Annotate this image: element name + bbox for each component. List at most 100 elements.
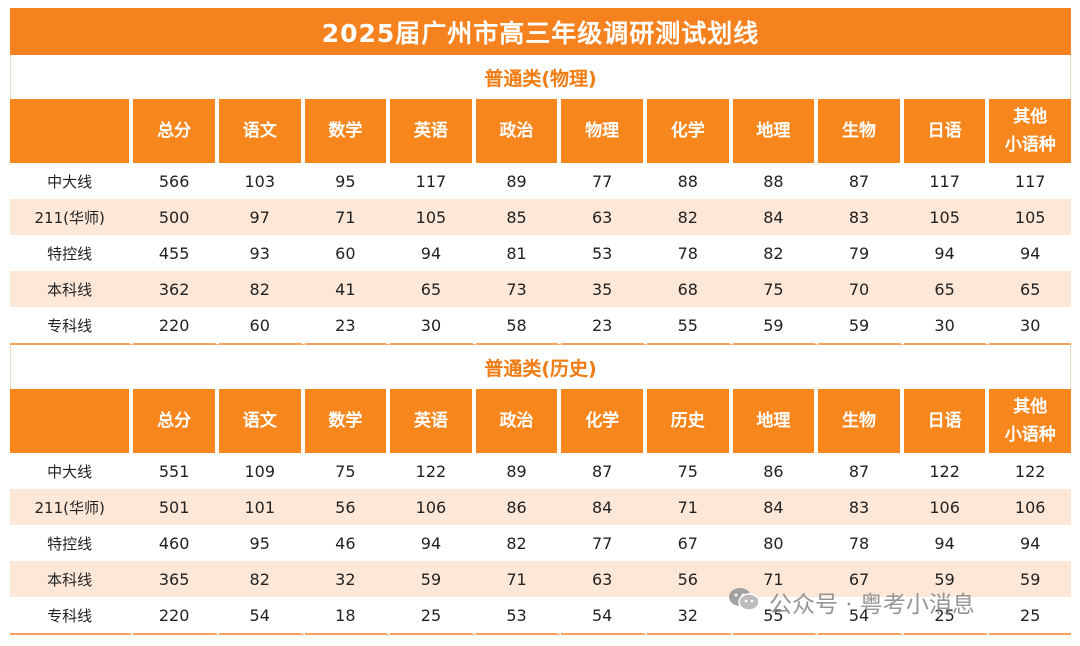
score-cell: 23	[304, 307, 391, 345]
column-header-text: 其他	[1013, 107, 1048, 127]
score-cell: 117	[989, 163, 1071, 199]
column-header-text: 其他	[1013, 397, 1048, 417]
watermark: 公众号 · 粤考小消息	[727, 585, 975, 619]
score-cell: 105	[903, 199, 990, 235]
score-cell: 84	[732, 199, 819, 235]
score-cell: 71	[646, 489, 733, 525]
score-cell: 65	[390, 271, 476, 307]
score-cell: 94	[989, 525, 1071, 561]
table-row: 特控线 460 95 46 94 82 77 67 80 78 94 94	[10, 525, 1071, 561]
score-cell: 220	[133, 307, 219, 345]
column-header-text: 数学	[328, 121, 363, 141]
score-cell: 87	[818, 453, 904, 489]
row-label: 特控线	[10, 235, 134, 271]
score-cell: 89	[475, 453, 562, 489]
column-header-text: 小语种	[1004, 135, 1056, 155]
score-cell: 54	[561, 597, 647, 635]
score-cell: 81	[475, 235, 562, 271]
table-row: 211(华师) 501 101 56 106 86 84 71 84 83 106 106	[10, 489, 1071, 525]
score-cell: 106	[390, 489, 476, 525]
score-cell: 71	[304, 199, 391, 235]
column-header-text: 化学	[585, 411, 620, 431]
column-header-text: 日语	[927, 411, 962, 431]
column-header-text: 英语	[413, 411, 448, 431]
page-title: 2025届广州市高三年级调研测试划线	[10, 8, 1071, 55]
column-header: 物理	[561, 99, 647, 163]
score-cell: 59	[390, 561, 476, 597]
score-cell: 70	[818, 271, 904, 307]
score-cell: 86	[732, 453, 819, 489]
score-cell: 32	[304, 561, 391, 597]
column-header-text: 历史	[670, 411, 705, 431]
column-header-text: 日语	[927, 121, 962, 141]
score-cell: 94	[903, 525, 990, 561]
header-corner	[10, 99, 134, 163]
score-cell: 18	[304, 597, 391, 635]
column-header-text: 英语	[413, 121, 448, 141]
section-physics: 普通类(物理) 总分 语文 数学 英语 政治 物理 化学 地理 生物 日语 其他 小语种 中大线 566…	[10, 55, 1071, 345]
table-row: 特控线 455 93 60 94 81 53 78 82 79 94 94	[10, 235, 1071, 271]
column-header: 总分	[133, 389, 219, 453]
column-header: 数学	[304, 389, 391, 453]
score-cell: 82	[218, 271, 305, 307]
score-cell: 105	[390, 199, 476, 235]
score-cell: 65	[903, 271, 990, 307]
score-cell: 77	[561, 525, 647, 561]
score-line-sheet: 2025届广州市高三年级调研测试划线 普通类(物理) 总分 语文 数学 英语 政治 物理化…	[10, 8, 1071, 635]
score-cell: 117	[903, 163, 990, 199]
score-table-history: 总分 语文 数学 英语 政治 化学 历史 地理 生物 日语 其他 小语种 中大线 551 109 75 122…	[10, 389, 1071, 635]
column-header-text: 数学	[328, 411, 363, 431]
column-header-text: 总分	[157, 121, 192, 141]
score-cell: 551	[133, 453, 219, 489]
score-cell: 106	[903, 489, 990, 525]
header-corner	[10, 389, 134, 453]
score-cell: 75	[732, 271, 819, 307]
score-cell: 25	[903, 597, 990, 635]
score-cell: 54	[218, 597, 305, 635]
score-cell: 56	[646, 561, 733, 597]
section-title-physics: 普通类(物理)	[10, 55, 1071, 99]
table-row: 本科线 365 82 32 59 71 63 56 71 67 59 59	[10, 561, 1071, 597]
score-cell: 87	[818, 163, 904, 199]
score-cell: 94	[903, 235, 990, 271]
score-cell: 88	[646, 163, 733, 199]
column-header: 语文	[218, 99, 305, 163]
table-row: 中大线 551 109 75 122 89 87 75 86 87 122 122	[10, 453, 1071, 489]
score-cell: 85	[475, 199, 562, 235]
score-cell: 54	[818, 597, 904, 635]
score-cell: 35	[561, 271, 647, 307]
column-header: 政治	[475, 389, 562, 453]
row-label: 本科线	[10, 271, 134, 307]
column-header: 其他 小语种	[989, 389, 1071, 453]
table-row: 专科线 220 54 18 25 53 54 32 55 54 25 25	[10, 597, 1071, 635]
score-cell: 101	[218, 489, 305, 525]
score-cell: 105	[989, 199, 1071, 235]
row-label: 本科线	[10, 561, 134, 597]
column-header-text: 政治	[499, 121, 534, 141]
score-cell: 117	[390, 163, 476, 199]
score-cell: 63	[561, 199, 647, 235]
score-cell: 87	[561, 453, 647, 489]
table-row: 专科线 220 60 23 30 58 23 55 59 59 30 30	[10, 307, 1071, 345]
row-label: 211(华师)	[10, 489, 134, 525]
column-header: 其他 小语种	[989, 99, 1071, 163]
score-cell: 60	[304, 235, 391, 271]
header-row: 总分 语文 数学 英语 政治 物理 化学 地理 生物 日语 其他 小语种	[10, 99, 1071, 163]
score-cell: 60	[218, 307, 305, 345]
score-cell: 89	[475, 163, 562, 199]
row-label: 特控线	[10, 525, 134, 561]
score-cell: 82	[475, 525, 562, 561]
column-header-text: 物理	[585, 121, 620, 141]
section-history: 普通类(历史) 总分 语文 数学 英语 政治 化学 历史 地理 生物 日语 其他 小语种 中大线 551…	[10, 345, 1071, 635]
score-cell: 59	[989, 561, 1071, 597]
score-cell: 122	[390, 453, 476, 489]
score-cell: 53	[475, 597, 562, 635]
score-cell: 79	[818, 235, 904, 271]
row-label: 211(华师)	[10, 199, 134, 235]
score-cell: 95	[218, 525, 305, 561]
score-cell: 30	[903, 307, 990, 345]
score-cell: 122	[989, 453, 1071, 489]
row-label: 专科线	[10, 597, 134, 635]
header-row: 总分 语文 数学 英语 政治 化学 历史 地理 生物 日语 其他 小语种	[10, 389, 1071, 453]
score-cell: 455	[133, 235, 219, 271]
